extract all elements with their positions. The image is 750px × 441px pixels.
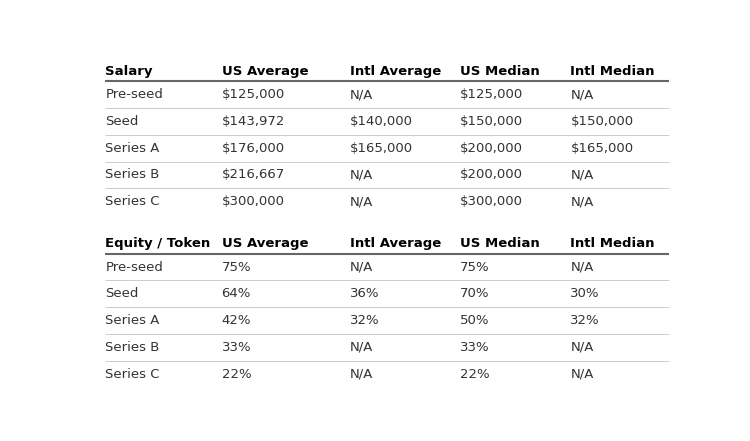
Text: Series A: Series A [105, 314, 160, 327]
Text: N/A: N/A [570, 195, 594, 208]
Text: Series A: Series A [105, 142, 160, 155]
Text: Seed: Seed [105, 288, 139, 300]
Text: Series C: Series C [105, 195, 160, 208]
Text: $300,000: $300,000 [460, 195, 523, 208]
Text: $200,000: $200,000 [460, 168, 523, 181]
Text: 75%: 75% [460, 261, 490, 273]
Text: US Average: US Average [222, 237, 308, 250]
Text: $216,667: $216,667 [222, 168, 285, 181]
Text: 32%: 32% [570, 314, 600, 327]
Text: 33%: 33% [222, 341, 251, 354]
Text: Pre-seed: Pre-seed [105, 88, 164, 101]
Text: $200,000: $200,000 [460, 142, 523, 155]
Text: 75%: 75% [222, 261, 251, 273]
Text: Salary: Salary [105, 65, 153, 78]
Text: N/A: N/A [350, 341, 373, 354]
Text: N/A: N/A [570, 168, 594, 181]
Text: Intl Average: Intl Average [350, 237, 441, 250]
Text: 42%: 42% [222, 314, 251, 327]
Text: N/A: N/A [350, 168, 373, 181]
Text: Pre-seed: Pre-seed [105, 261, 164, 273]
Text: N/A: N/A [350, 195, 373, 208]
Text: 22%: 22% [460, 367, 490, 381]
Text: N/A: N/A [570, 261, 594, 273]
Text: 33%: 33% [460, 341, 490, 354]
Text: $165,000: $165,000 [570, 142, 634, 155]
Text: N/A: N/A [350, 367, 373, 381]
Text: 32%: 32% [350, 314, 379, 327]
Text: Series C: Series C [105, 367, 160, 381]
Text: Equity / Token: Equity / Token [105, 237, 211, 250]
Text: 64%: 64% [222, 288, 251, 300]
Text: Series B: Series B [105, 168, 160, 181]
Text: Seed: Seed [105, 115, 139, 128]
Text: $165,000: $165,000 [350, 142, 412, 155]
Text: US Median: US Median [460, 65, 540, 78]
Text: N/A: N/A [350, 261, 373, 273]
Text: $150,000: $150,000 [570, 115, 634, 128]
Text: 36%: 36% [350, 288, 379, 300]
Text: N/A: N/A [570, 88, 594, 101]
Text: N/A: N/A [570, 341, 594, 354]
Text: $143,972: $143,972 [222, 115, 285, 128]
Text: $150,000: $150,000 [460, 115, 523, 128]
Text: $125,000: $125,000 [222, 88, 285, 101]
Text: US Average: US Average [222, 65, 308, 78]
Text: N/A: N/A [350, 88, 373, 101]
Text: 50%: 50% [460, 314, 490, 327]
Text: Intl Average: Intl Average [350, 65, 441, 78]
Text: $140,000: $140,000 [350, 115, 412, 128]
Text: 30%: 30% [570, 288, 600, 300]
Text: $125,000: $125,000 [460, 88, 524, 101]
Text: Series B: Series B [105, 341, 160, 354]
Text: 70%: 70% [460, 288, 490, 300]
Text: US Median: US Median [460, 237, 540, 250]
Text: $300,000: $300,000 [222, 195, 285, 208]
Text: $176,000: $176,000 [222, 142, 285, 155]
Text: 22%: 22% [222, 367, 251, 381]
Text: N/A: N/A [570, 367, 594, 381]
Text: Intl Median: Intl Median [570, 65, 655, 78]
Text: Intl Median: Intl Median [570, 237, 655, 250]
